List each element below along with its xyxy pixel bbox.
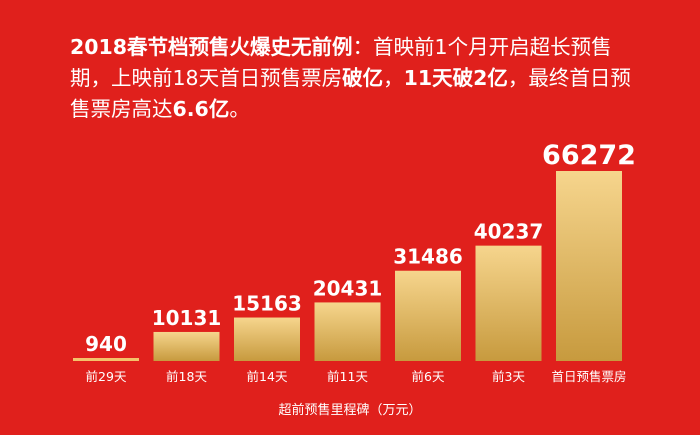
bar-1 (153, 331, 220, 361)
category-label-1: 前18天 (166, 369, 207, 384)
headline-lead: 2018春节档预售火爆史无前例 (70, 35, 353, 59)
headline: 2018春节档预售火爆史无前例：首映前1个月开启超长预售期，上映前18天首日预售… (70, 32, 640, 125)
bar-value-label-5: 40237 (474, 220, 544, 244)
category-label-6: 首日预售票房 (551, 369, 626, 384)
headline-bold-3: 6.6亿 (172, 97, 230, 121)
bar-value-label-2: 15163 (232, 292, 302, 316)
bars-group: 940 前29天 10131 前18天 15163 前14天 20431 前11天 31486 前… (73, 140, 636, 384)
bar-value-label-0: 940 (85, 332, 127, 356)
category-label-3: 前11天 (327, 369, 368, 384)
headline-part-4: 。 (229, 97, 250, 121)
headline-part-3: ，最终首日预售票房高达 (70, 66, 631, 121)
category-label-0: 前29天 (86, 369, 127, 384)
bar-value-label-3: 20431 (313, 276, 383, 300)
bar-4 (395, 270, 461, 361)
headline-part-2: ， (383, 66, 404, 90)
bar-value-label-1: 10131 (152, 306, 222, 330)
bar-3 (314, 302, 381, 361)
headline-bold-2: 11天破2亿 (403, 66, 508, 90)
category-label-2: 前14天 (247, 369, 288, 384)
bar-6 (556, 171, 622, 361)
bar-value-label-6: 66272 (542, 140, 636, 171)
category-label-5: 前3天 (492, 369, 525, 384)
bar-value-label-4: 31486 (393, 245, 463, 269)
bar-2 (234, 317, 300, 361)
bar-0 (73, 358, 139, 361)
headline-part-1: ：首映前1个月开启超长预售期，上映前18天首日预售票房 (70, 35, 612, 90)
bar-5 (475, 245, 542, 361)
headline-bold-1: 破亿 (342, 66, 384, 90)
category-label-4: 前6天 (412, 369, 445, 384)
x-axis-label: 超前预售里程碑（万元） (278, 403, 422, 418)
